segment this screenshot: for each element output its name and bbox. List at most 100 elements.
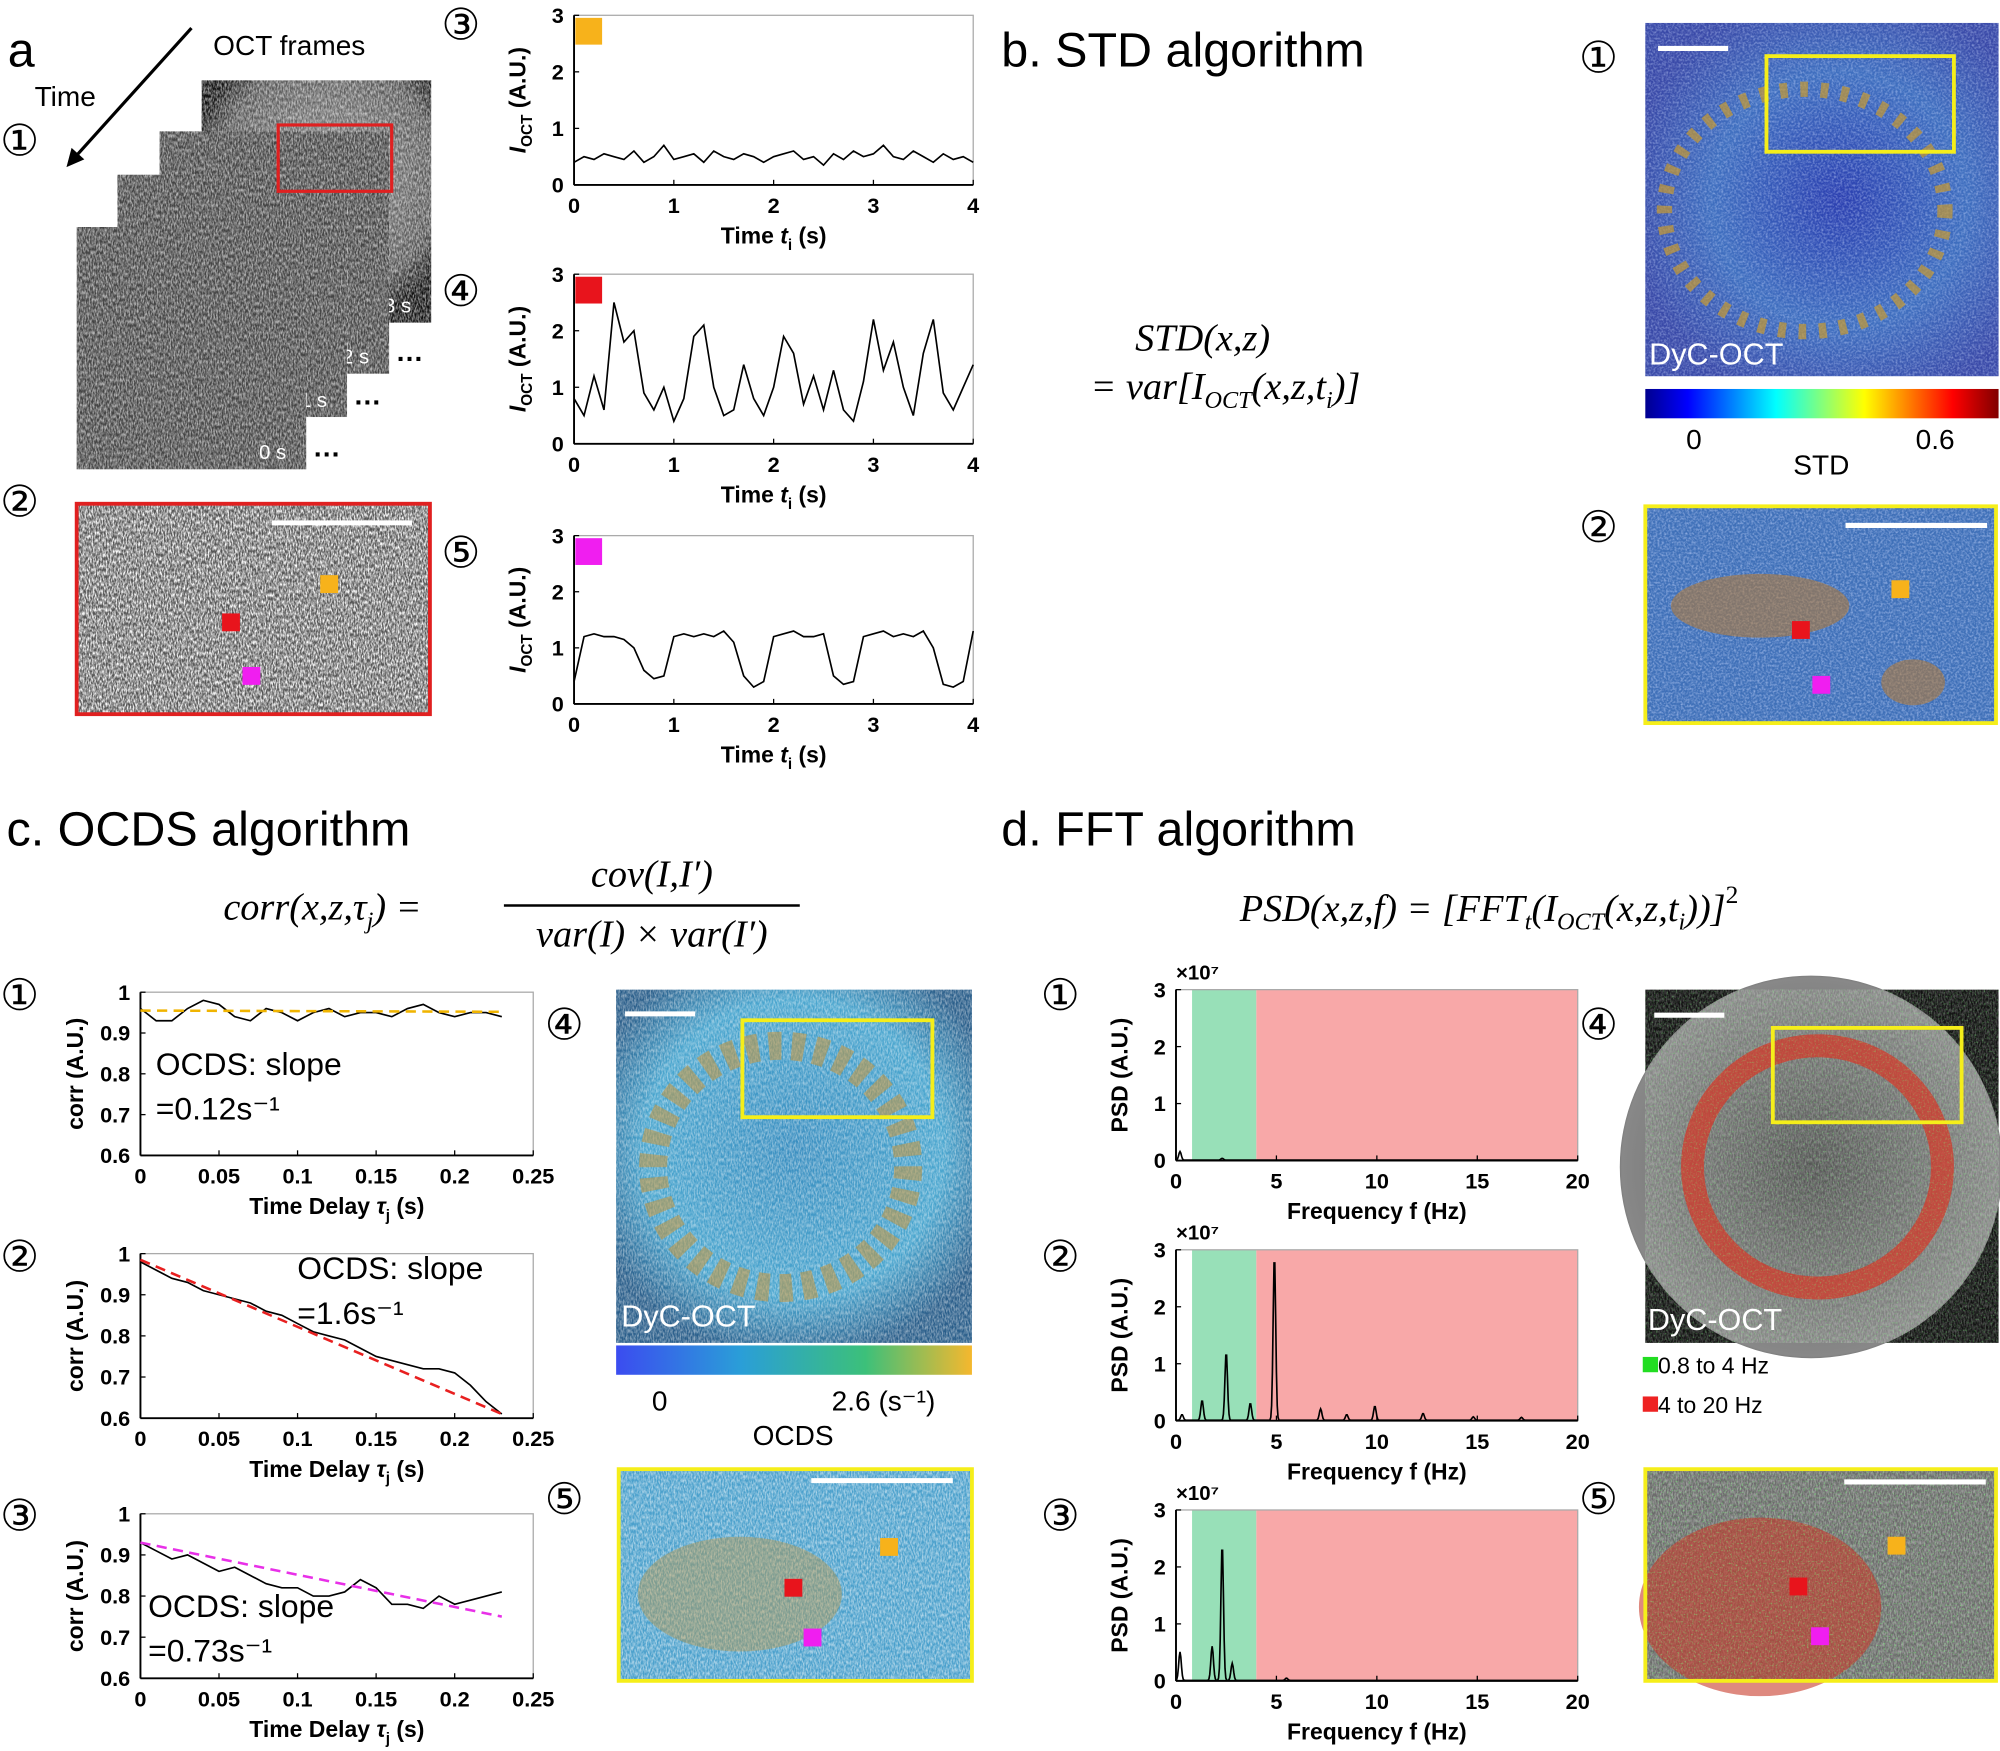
y-tick-label: 1 <box>1154 1351 1166 1376</box>
charts: 0 1 2 3 4 0 1 2 3 Time ti (s) IOCT (A.U.) 0 1 2 3 4 0 1 2 3… <box>62 3 1590 1747</box>
circled-5-c: ⑤ <box>545 1476 584 1524</box>
circled-5-d: ⑤ <box>1579 1476 1618 1524</box>
circled-2-b: ② <box>1579 504 1618 552</box>
slope-annotation: =1.6s⁻¹ <box>297 1295 403 1331</box>
plot-frame <box>573 273 974 445</box>
frame-time-label: 3 s <box>384 295 411 317</box>
y-tick-label: 2 <box>1154 1294 1166 1319</box>
axis-multiplier: ×10⁷ <box>1176 1483 1219 1505</box>
marker-orange <box>575 17 603 45</box>
y-tick-label: 0.9 <box>100 1282 130 1307</box>
x-tick-label: 15 <box>1465 1169 1489 1194</box>
circled-3-c: ③ <box>0 1492 39 1540</box>
y-tick-label: 0.6 <box>100 1143 130 1168</box>
slope-annotation: OCDS: slope <box>297 1250 483 1286</box>
marker-red <box>222 613 240 632</box>
frame-time-label: 0 s <box>259 442 286 464</box>
x-tick-label: 3 <box>867 193 879 218</box>
circled-1-c: ① <box>0 972 39 1020</box>
marker-orange <box>880 1538 898 1556</box>
y-tick-label: 2 <box>552 59 564 84</box>
dyc-oct-label: DyC-OCT <box>621 1299 755 1333</box>
y-tick-label: 0 <box>552 173 564 198</box>
x-tick-label: 0 <box>1170 1429 1182 1454</box>
y-tick-label: 3 <box>1154 1237 1166 1262</box>
ellipsis-dots: … <box>396 336 424 367</box>
x-tick-label: 10 <box>1365 1429 1389 1454</box>
ocds-formula-denominator: var(I) × var(I′) <box>536 913 768 955</box>
chart-a3: 0 1 2 3 4 0 1 2 3 Time ti (s) IOCT (A.U.) <box>505 3 980 254</box>
x-tick-label: 0.25 <box>512 1163 554 1188</box>
chart-a5: 0 1 2 3 4 0 1 2 3 Time ti (s) IOCT (A.U.) <box>505 523 980 773</box>
x-axis-label: Frequency f (Hz) <box>1287 1458 1467 1484</box>
plot-frame <box>573 534 974 705</box>
data-line <box>573 144 974 167</box>
chart-d3: 0 5 10 15 20 0 1 2 3 Frequency f (Hz) PSD (A.U.) ×1… <box>1107 1483 1590 1745</box>
marker-red <box>1789 1577 1808 1596</box>
x-tick-label: 10 <box>1365 1689 1389 1714</box>
roi-box-red <box>276 123 394 193</box>
y-axis-label: IOCT (A.U.) <box>505 306 536 412</box>
circled-2-d: ② <box>1041 1233 1080 1281</box>
chart-c3: 0 0.05 0.1 0.15 0.2 0.25 0.6 0.7 0.8 0.9 1 Time Del… <box>62 1501 554 1747</box>
psd-formula: PSD(x,z,f) = [FFTt(IOCT(x,z,ti))]2 <box>1239 880 1739 936</box>
x-tick-label: 0.05 <box>198 1163 240 1188</box>
circled-2-a: ② <box>0 479 39 527</box>
y-tick-label: 2 <box>1154 1555 1166 1580</box>
band-green <box>1192 989 1257 1161</box>
y-tick-label: 1 <box>1154 1091 1166 1116</box>
ocds-zoom-image <box>616 1467 974 1683</box>
y-tick-label: 3 <box>552 523 564 548</box>
chart-c2: 0 0.05 0.1 0.15 0.2 0.25 0.6 0.7 0.8 0.9 1 Time Del… <box>62 1241 554 1487</box>
marker-orange <box>1887 1536 1906 1555</box>
panel-a-label: a <box>8 23 35 77</box>
legend-label-low: 0.8 to 4 Hz <box>1658 1353 1769 1379</box>
fit-line <box>140 1009 502 1014</box>
time-label: Time <box>35 81 96 112</box>
ocds-formula-numerator: cov(I,I′) <box>591 853 713 895</box>
y-tick-label: 0 <box>552 692 564 717</box>
x-tick-label: 1 <box>668 452 680 477</box>
x-tick-label: 20 <box>1566 1689 1590 1714</box>
plot-frame <box>573 14 974 186</box>
x-tick-label: 5 <box>1270 1429 1282 1454</box>
roi-box-yellow <box>1770 1025 1964 1125</box>
std-formula-line1: STD(x,z) <box>1135 318 1270 360</box>
y-tick-label: 1 <box>118 980 130 1005</box>
x-tick-label: 0.1 <box>282 1686 312 1711</box>
marker-magenta <box>803 1628 822 1647</box>
circled-4-c: ④ <box>545 1001 584 1049</box>
ocds-colorbar-label: OCDS <box>753 1420 834 1451</box>
roi-zoom-image-a <box>74 501 432 717</box>
x-axis-label: Time ti (s) <box>721 481 827 512</box>
y-axis-label: PSD (A.U.) <box>1107 1538 1133 1653</box>
y-tick-label: 1 <box>552 375 564 400</box>
x-tick-label: 5 <box>1270 1689 1282 1714</box>
y-tick-label: 1 <box>552 636 564 661</box>
roi-box-yellow <box>740 1018 935 1120</box>
x-tick-label: 2 <box>768 193 780 218</box>
y-tick-label: 3 <box>552 262 564 287</box>
y-tick-label: 0.6 <box>100 1666 130 1691</box>
legend-label-high: 4 to 20 Hz <box>1658 1392 1763 1418</box>
x-tick-label: 0.1 <box>282 1163 312 1188</box>
y-tick-label: 3 <box>552 3 564 28</box>
ocds-formula-lhs: corr(x,z,τj) = <box>223 886 421 934</box>
x-tick-label: 0.2 <box>440 1426 470 1451</box>
marker-red <box>784 1578 803 1597</box>
std-formula-line2: = var[IOCT(x,z,ti)] <box>1091 366 1361 414</box>
marker-orange <box>320 575 339 594</box>
y-tick-label: 1 <box>552 116 564 141</box>
slope-annotation: OCDS: slope <box>148 1588 334 1624</box>
x-tick-label: 0.15 <box>355 1686 397 1711</box>
x-tick-label: 0 <box>1170 1169 1182 1194</box>
x-tick-label: 0.15 <box>355 1426 397 1451</box>
data-line <box>573 302 974 424</box>
x-tick-label: 0.15 <box>355 1163 397 1188</box>
y-tick-label: 0.8 <box>100 1324 130 1349</box>
y-axis-label: IOCT (A.U.) <box>505 47 536 153</box>
oct-frames-label: OCT frames <box>213 30 365 61</box>
circled-3-a: ③ <box>441 2 480 50</box>
ocds-image: DyC-OCT <box>616 989 972 1343</box>
